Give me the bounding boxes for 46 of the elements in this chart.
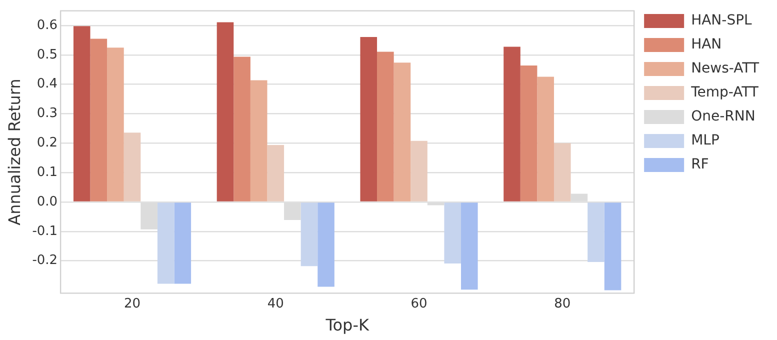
- y-tick-label: 0.6: [36, 18, 58, 33]
- bar: [300, 202, 318, 266]
- bar: [410, 140, 428, 202]
- legend-label: One-RNN: [691, 108, 756, 125]
- y-tick-label: 0.3: [36, 106, 58, 122]
- bar: [124, 132, 141, 202]
- bar: [73, 26, 90, 202]
- bar: [604, 202, 622, 290]
- bar: [174, 202, 192, 284]
- y-tick-label: 0.0: [36, 194, 58, 210]
- x-axis-title: Top-K: [324, 316, 370, 335]
- x-tick-label: 80: [554, 296, 571, 312]
- bar: [554, 143, 571, 202]
- y-tick-label: 0.5: [36, 47, 58, 62]
- legend-label: MLP: [691, 132, 720, 149]
- bar: [504, 46, 520, 202]
- bar: [461, 202, 478, 290]
- bar: [107, 48, 124, 202]
- bar: [394, 62, 411, 202]
- bar: [360, 36, 378, 202]
- bar: [537, 76, 554, 202]
- bar: [216, 22, 234, 202]
- bar: [444, 202, 461, 264]
- x-tick-label: 60: [410, 296, 428, 312]
- bar: [90, 38, 108, 202]
- legend-label: RF: [691, 156, 709, 173]
- x-tick-label: 20: [124, 296, 141, 312]
- bar: [157, 202, 174, 284]
- legend-label: HAN: [691, 36, 722, 53]
- bar: [377, 52, 394, 202]
- y-tick-label: -0.1: [32, 224, 58, 239]
- legend-label: Temp-ATT: [690, 84, 759, 101]
- y-tick-label: -0.2: [32, 253, 58, 268]
- bar: [267, 144, 284, 202]
- bar: [588, 202, 604, 262]
- legend-label: News-ATT: [691, 60, 760, 77]
- legend-label: HAN-SPL: [691, 12, 752, 29]
- y-tick-label: 0.2: [36, 136, 58, 151]
- y-tick-label: 0.1: [36, 164, 58, 180]
- bar: [234, 56, 250, 202]
- bar: [318, 202, 334, 287]
- y-tick-label: 0.4: [36, 76, 58, 92]
- y-axis-title: Annualized Return: [4, 78, 24, 226]
- bar: [520, 66, 538, 202]
- x-tick-label: 40: [267, 296, 284, 312]
- bar: [250, 80, 268, 202]
